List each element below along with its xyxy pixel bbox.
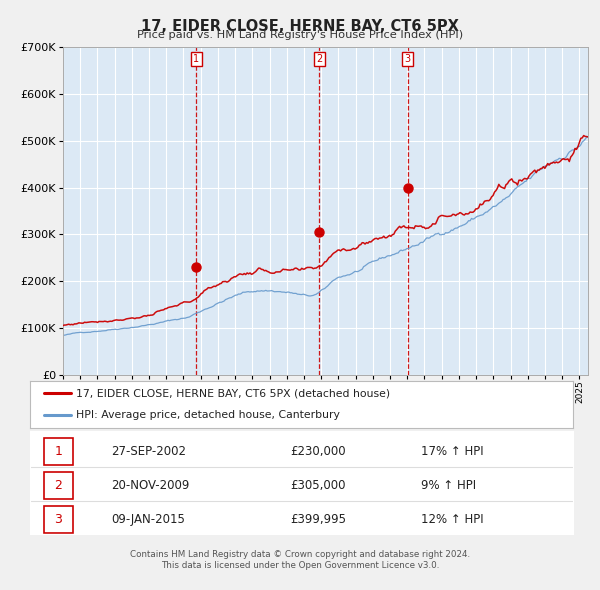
Text: 17% ↑ HPI: 17% ↑ HPI: [421, 445, 484, 458]
Text: 9% ↑ HPI: 9% ↑ HPI: [421, 479, 476, 492]
Text: Price paid vs. HM Land Registry's House Price Index (HPI): Price paid vs. HM Land Registry's House …: [137, 30, 463, 40]
Text: 20-NOV-2009: 20-NOV-2009: [112, 479, 190, 492]
Text: 27-SEP-2002: 27-SEP-2002: [112, 445, 187, 458]
Text: 12% ↑ HPI: 12% ↑ HPI: [421, 513, 484, 526]
Text: 1: 1: [193, 54, 199, 64]
Text: This data is licensed under the Open Government Licence v3.0.: This data is licensed under the Open Gov…: [161, 560, 439, 569]
FancyBboxPatch shape: [44, 438, 73, 465]
Text: 17, EIDER CLOSE, HERNE BAY, CT6 5PX (detached house): 17, EIDER CLOSE, HERNE BAY, CT6 5PX (det…: [76, 388, 390, 398]
Text: 2: 2: [55, 479, 62, 492]
FancyBboxPatch shape: [44, 506, 73, 533]
FancyBboxPatch shape: [44, 472, 73, 499]
Text: 1: 1: [55, 445, 62, 458]
Text: 09-JAN-2015: 09-JAN-2015: [112, 513, 185, 526]
Text: £399,995: £399,995: [290, 513, 347, 526]
Text: 3: 3: [55, 513, 62, 526]
Text: £230,000: £230,000: [290, 445, 346, 458]
Text: 17, EIDER CLOSE, HERNE BAY, CT6 5PX: 17, EIDER CLOSE, HERNE BAY, CT6 5PX: [141, 19, 459, 34]
Text: Contains HM Land Registry data © Crown copyright and database right 2024.: Contains HM Land Registry data © Crown c…: [130, 550, 470, 559]
Text: £305,000: £305,000: [290, 479, 346, 492]
Text: 3: 3: [405, 54, 411, 64]
Text: 2: 2: [316, 54, 322, 64]
Text: HPI: Average price, detached house, Canterbury: HPI: Average price, detached house, Cant…: [76, 410, 340, 420]
